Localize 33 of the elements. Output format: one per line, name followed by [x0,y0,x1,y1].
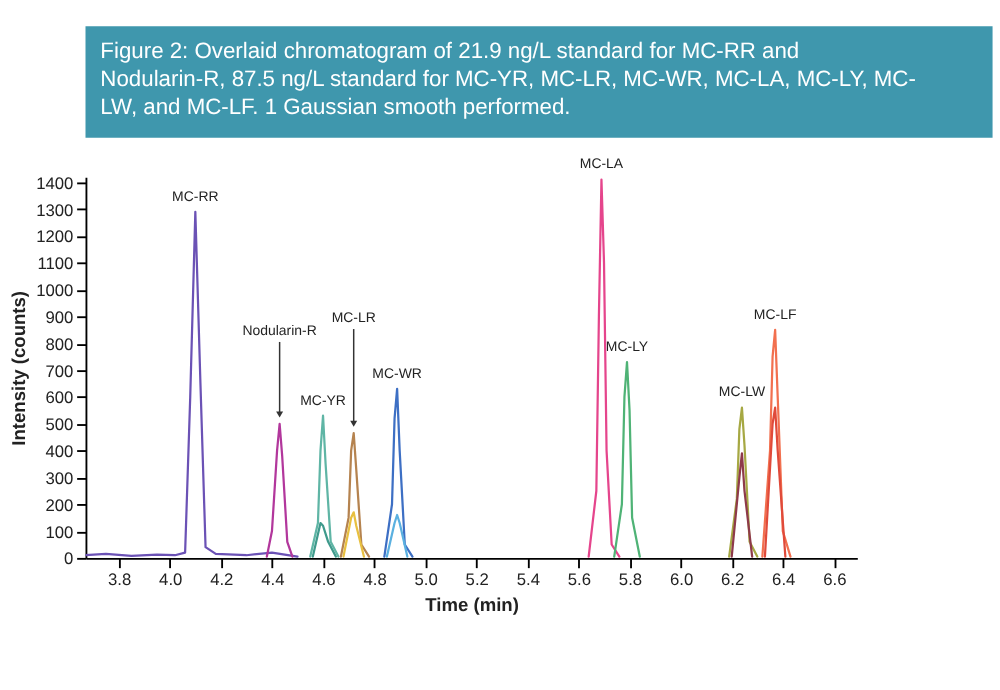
x-tick-label: 5.8 [618,568,643,589]
x-tick-label: 5.4 [516,568,541,589]
x-tick-label: 6.6 [823,568,848,589]
y-tick-label: 200 [45,494,75,515]
y-tick-label: 1300 [36,199,75,220]
x-tick-label: 5.0 [414,568,439,589]
y-tick-label: 400 [45,441,75,462]
x-tick-label: 4.0 [159,568,184,589]
y-tick-label: 600 [45,387,75,408]
y-tick-label: 700 [45,360,75,381]
y-tick-label: 800 [45,333,75,354]
x-tick-label: 5.6 [567,568,592,589]
y-tick-label: 1200 [36,226,75,247]
x-tick-label: 3.8 [108,568,132,589]
y-tick-label: 1000 [36,280,75,301]
x-tick-label: 4.6 [312,568,337,589]
y-tick-label: 300 [45,467,75,488]
x-axis-title: Time (min) [425,594,519,615]
y-tick-label: 900 [45,306,75,327]
x-tick-label: 4.8 [363,568,388,589]
y-axis-title: Intensity (counts) [9,290,30,446]
x-tick-label: 4.4 [261,568,286,589]
x-tick-label: 4.2 [210,568,235,589]
y-tick-label: 0 [64,548,75,569]
y-tick-label: 100 [45,521,75,542]
x-tick-label: 6.4 [772,568,797,589]
chart-title: Figure 2: Overlaid chromatogram of 21.9 ng/L standard for MC-RR and Nodularin-R, 87.5 ng/L standard for MC-YR, MC-LR, MC-WR, MC-LA, MC-LY, MC-LW, and MC-LF. 1 Gaussian smooth performed. [100,39,917,120]
y-tick-label: 1400 [36,172,75,193]
x-tick-label: 6.2 [721,568,745,589]
x-tick-label: 6.0 [669,568,694,589]
y-tick-label: 1100 [37,253,75,274]
y-tick-label: 500 [45,414,75,435]
x-tick-label: 5.2 [465,568,490,589]
